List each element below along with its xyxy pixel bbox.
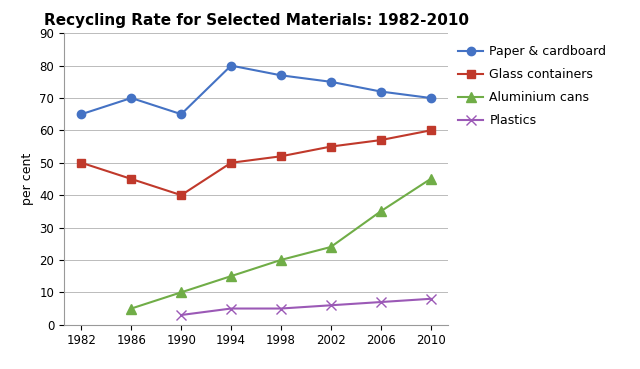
Plastics: [427, 297, 435, 301]
Paper & cardboard: [377, 89, 385, 94]
Plastics: [327, 303, 335, 307]
Plastics: [377, 300, 385, 304]
Line: Aluminium cans: Aluminium cans: [127, 174, 435, 313]
Legend: Paper & cardboard, Glass containers, Aluminium cans, Plastics: Paper & cardboard, Glass containers, Alu…: [458, 45, 606, 127]
Title: Recycling Rate for Selected Materials: 1982-2010: Recycling Rate for Selected Materials: 1…: [44, 13, 468, 28]
Paper & cardboard: [127, 96, 135, 100]
Y-axis label: per cent: per cent: [21, 153, 34, 205]
Glass containers: [127, 177, 135, 181]
Paper & cardboard: [327, 80, 335, 84]
Paper & cardboard: [227, 63, 235, 68]
Aluminium cans: [227, 274, 235, 278]
Plastics: [277, 306, 285, 311]
Glass containers: [427, 128, 435, 132]
Line: Paper & cardboard: Paper & cardboard: [77, 61, 435, 118]
Aluminium cans: [427, 177, 435, 181]
Paper & cardboard: [177, 112, 185, 116]
Glass containers: [327, 144, 335, 149]
Paper & cardboard: [77, 112, 85, 116]
Glass containers: [227, 161, 235, 165]
Paper & cardboard: [427, 96, 435, 100]
Plastics: [227, 306, 235, 311]
Line: Glass containers: Glass containers: [77, 126, 435, 199]
Line: Plastics: Plastics: [177, 294, 435, 320]
Plastics: [177, 313, 185, 317]
Aluminium cans: [377, 209, 385, 214]
Aluminium cans: [277, 258, 285, 262]
Glass containers: [177, 193, 185, 197]
Glass containers: [377, 138, 385, 142]
Aluminium cans: [327, 245, 335, 249]
Aluminium cans: [127, 306, 135, 311]
Paper & cardboard: [277, 73, 285, 77]
Aluminium cans: [177, 290, 185, 294]
Glass containers: [77, 161, 85, 165]
Glass containers: [277, 154, 285, 159]
